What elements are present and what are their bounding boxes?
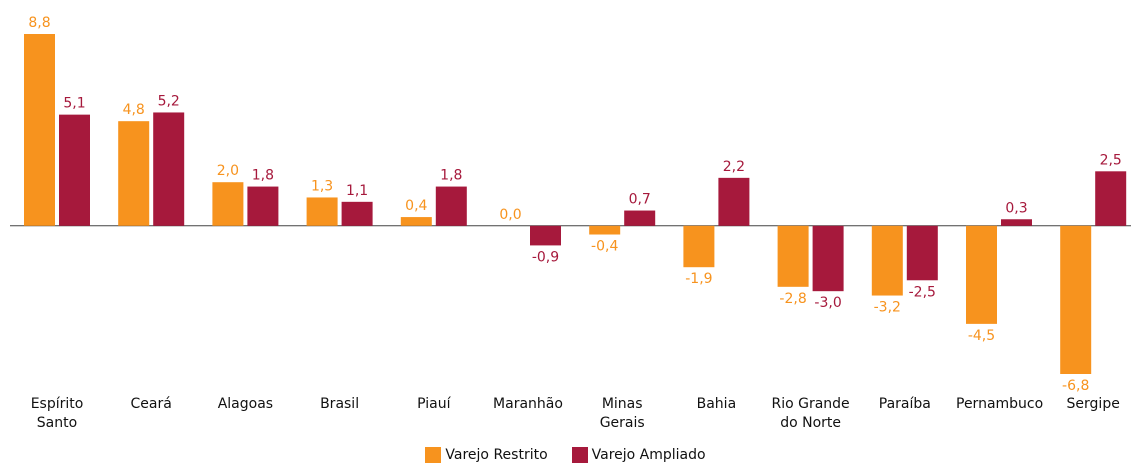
value-label: 1,1 — [346, 183, 368, 199]
value-label: -3,2 — [874, 300, 901, 316]
x-tick-label: Brasil — [320, 396, 360, 412]
legend-swatch — [425, 447, 442, 463]
bar — [1060, 225, 1092, 374]
bar — [871, 225, 903, 296]
bar — [1095, 171, 1127, 226]
value-label: 0,7 — [629, 192, 651, 208]
value-label: -0,9 — [532, 249, 559, 265]
value-label: -1,9 — [685, 271, 712, 287]
bar — [718, 177, 750, 226]
legend-item: Varejo Ampliado — [571, 447, 706, 463]
value-label: 8,8 — [28, 15, 50, 31]
value-label: 1,8 — [252, 168, 274, 184]
value-label: 2,5 — [1100, 152, 1122, 168]
x-tick-label: Sergipe — [1066, 396, 1120, 412]
legend-swatch — [571, 447, 588, 463]
bar — [400, 217, 432, 226]
bar — [247, 186, 279, 226]
value-label: -3,0 — [814, 295, 841, 311]
value-label: 4,8 — [123, 102, 145, 118]
x-tick-label: Alagoas — [217, 396, 274, 412]
legend-label: Varejo Ampliado — [591, 447, 706, 463]
value-label: -6,8 — [1062, 378, 1089, 394]
x-tick-label: Bahia — [696, 396, 737, 412]
bar — [777, 225, 809, 287]
x-tick-label: Piauí — [417, 396, 451, 412]
x-tick-label: Ceará — [130, 396, 172, 412]
value-label: 0,0 — [499, 207, 521, 223]
bar — [24, 34, 55, 226]
bar — [1001, 219, 1032, 226]
value-label: 0,3 — [1005, 200, 1027, 216]
value-label: 5,2 — [158, 93, 180, 109]
legend-label: Varejo Restrito — [445, 447, 548, 463]
bar — [589, 225, 621, 235]
x-tick-label: Espírito Santo — [30, 396, 84, 431]
value-label: -2,8 — [779, 291, 806, 307]
plot: 8,8 5,1 4,8 5,2 2,0 1,8 1,3 1,1 0,4 1,8 0,0 -0,9 -0,… — [10, 15, 1131, 394]
value-label: 5,1 — [63, 96, 85, 112]
value-label: 2,0 — [217, 163, 239, 179]
x-tick-label: Paraíba — [878, 396, 931, 412]
bar — [530, 225, 561, 246]
bar — [212, 182, 244, 226]
x-tick-label: Minas Gerais — [599, 396, 645, 431]
bar — [683, 225, 715, 268]
bar — [341, 201, 373, 226]
bar — [118, 121, 150, 226]
bar — [966, 225, 997, 324]
value-label: 0,4 — [405, 198, 427, 214]
bar — [153, 112, 185, 226]
bar — [435, 186, 467, 226]
value-label: 1,3 — [311, 178, 333, 194]
bar — [306, 197, 338, 226]
x-tick-label: Rio Grande do Norte — [771, 396, 850, 431]
value-label: 2,2 — [723, 159, 745, 175]
bar — [812, 225, 844, 292]
value-label: 1,8 — [440, 168, 462, 184]
value-label: -0,4 — [591, 239, 618, 255]
legend-item: Varejo Restrito — [425, 447, 548, 463]
value-label: -2,5 — [909, 284, 936, 300]
bar — [59, 114, 90, 226]
value-label: -4,5 — [968, 328, 995, 344]
bar — [906, 225, 938, 281]
x-tick-label: Pernambuco — [956, 396, 1044, 412]
legend: Varejo Restrito Varejo Ampliado — [0, 447, 1131, 463]
x-tick-label: Maranhão — [493, 396, 563, 412]
bar — [624, 210, 656, 226]
